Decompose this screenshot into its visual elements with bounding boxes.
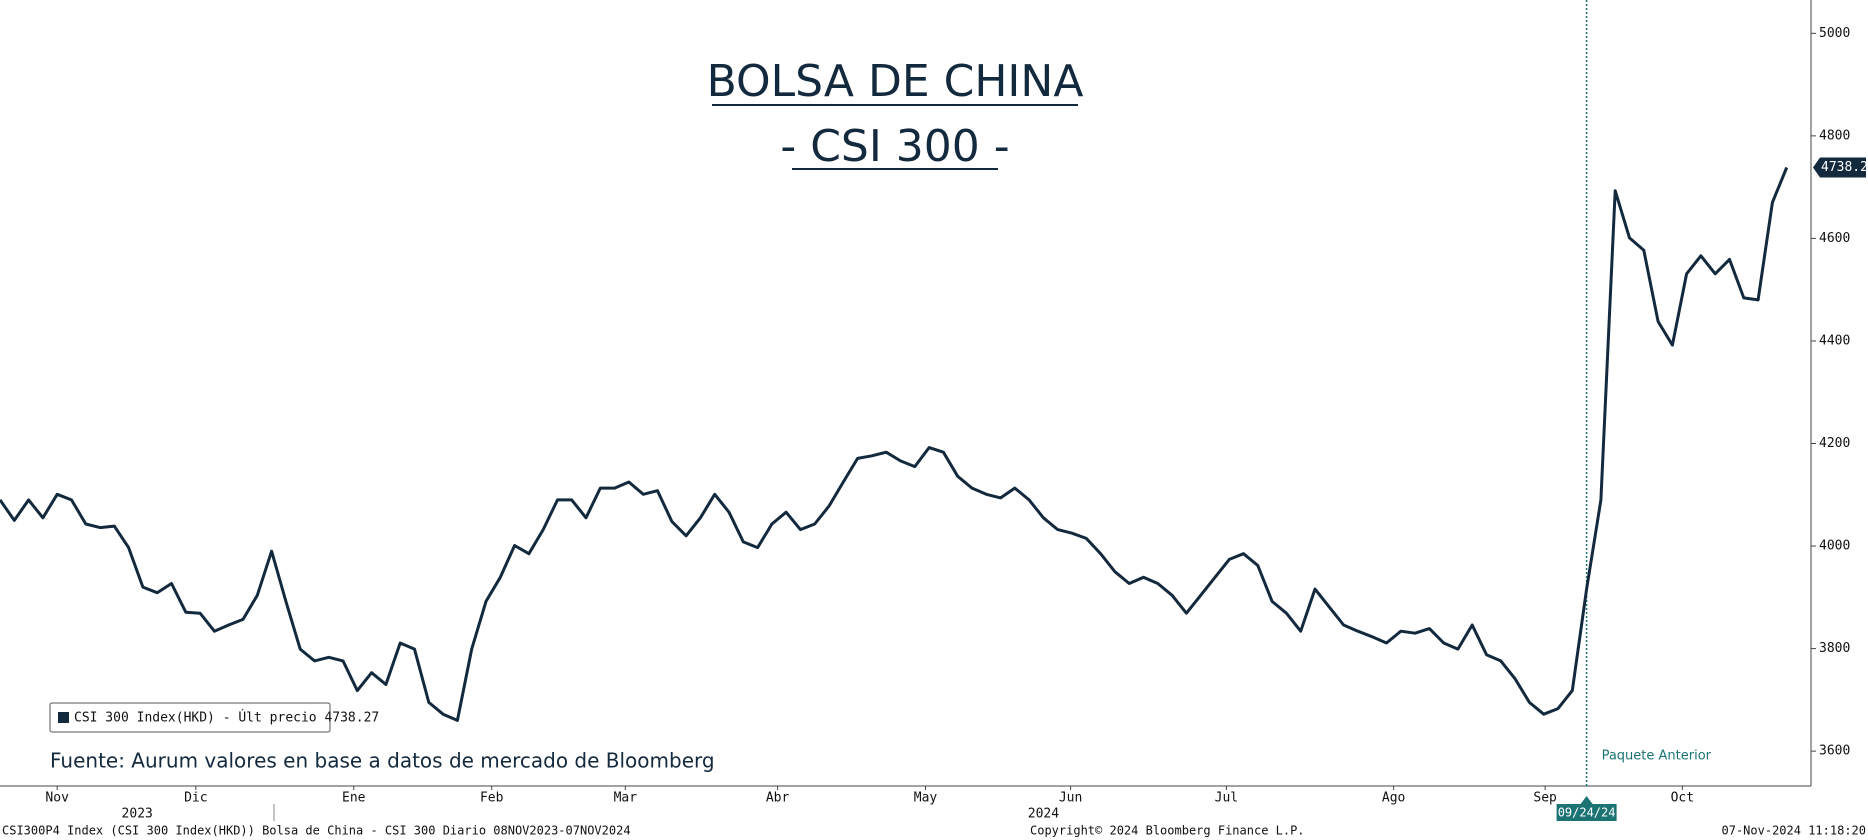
x-tick-label: Sep xyxy=(1533,791,1557,806)
x-tick-label: Oct xyxy=(1671,791,1694,806)
y-tick-label: 4800 xyxy=(1819,128,1850,143)
x-tick-label: Ago xyxy=(1382,791,1405,806)
year-label: 2024 xyxy=(1028,807,1059,822)
x-tick-label: Mar xyxy=(614,791,638,806)
chart-subtitle: - CSI 300 - xyxy=(780,121,1009,172)
y-tick-label: 4400 xyxy=(1819,333,1850,348)
footer-left: CSI300P4 Index (CSI 300 Index(HKD)) Bols… xyxy=(2,824,631,838)
event-label: 09/24/24 xyxy=(1558,806,1616,820)
legend-swatch xyxy=(58,712,69,723)
event-annotation: Paquete Anterior xyxy=(1602,749,1712,764)
x-tick-label: Jun xyxy=(1059,791,1082,806)
event-label-box xyxy=(1556,804,1617,821)
footer-center: Copyright© 2024 Bloomberg Finance L.P. xyxy=(1030,824,1305,838)
last-price-tag xyxy=(1813,157,1866,178)
y-tick-label: 3800 xyxy=(1819,641,1850,656)
y-tick-label: 4600 xyxy=(1819,231,1850,246)
x-tick-label: Abr xyxy=(766,791,790,806)
x-tick-label: Jul xyxy=(1215,791,1238,806)
source-note: Fuente: Aurum valores en base a datos de… xyxy=(50,749,715,773)
year-label: 2023 xyxy=(122,807,153,822)
legend xyxy=(49,702,331,733)
y-tick-label: 5000 xyxy=(1819,26,1850,41)
last-price-label: 4738.27 xyxy=(1821,160,1868,175)
x-tick-label: Dic xyxy=(184,791,207,806)
x-tick-label: Feb xyxy=(480,791,504,806)
price-line xyxy=(0,166,1789,722)
y-tick-label: 4200 xyxy=(1819,436,1850,451)
footer-right: 07-Nov-2024 11:18:20 xyxy=(1722,824,1867,838)
legend-label: CSI 300 Index(HKD) - Últ precio 4738.27 xyxy=(74,710,379,726)
event-arrow xyxy=(1580,796,1593,804)
x-tick-label: May xyxy=(914,791,938,806)
y-tick-label: 3600 xyxy=(1819,744,1850,759)
chart-title: BOLSA DE CHINA xyxy=(707,56,1084,107)
x-tick-label: Ene xyxy=(342,791,366,806)
x-tick-label: Nov xyxy=(45,791,69,806)
y-tick-label: 4000 xyxy=(1819,539,1850,554)
